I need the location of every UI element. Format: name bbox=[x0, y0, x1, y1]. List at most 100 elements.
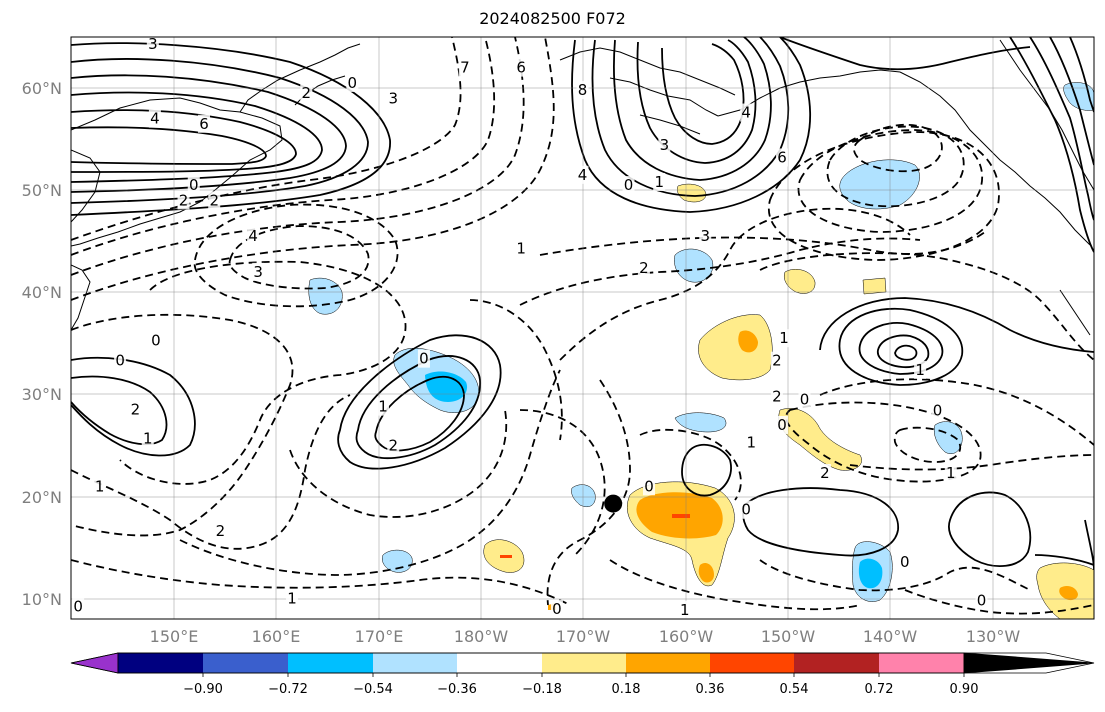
contour-label-bg bbox=[975, 591, 988, 610]
contour-label-bg bbox=[770, 351, 783, 370]
colorbar-segment bbox=[879, 653, 964, 673]
contour-label-bg bbox=[515, 239, 528, 258]
contour-label-bg bbox=[187, 176, 200, 195]
colorbar-segment bbox=[118, 653, 203, 673]
contour-label: 0 bbox=[977, 592, 987, 610]
colorbar-tick-label: 0.72 bbox=[865, 682, 894, 697]
colorbar-tick-label: −0.90 bbox=[183, 682, 223, 697]
contour-label: 1 bbox=[779, 329, 789, 347]
contour-label: 1 bbox=[95, 477, 105, 495]
contour-label: 4 bbox=[741, 104, 751, 122]
lon-label-170w: 170°W bbox=[556, 627, 611, 646]
contour-label: 6 bbox=[516, 59, 526, 77]
contour-label-bg bbox=[247, 227, 260, 246]
contour-label-bg bbox=[208, 191, 221, 210]
contour-label-bg bbox=[149, 331, 162, 350]
contour-label: 3 bbox=[148, 35, 158, 53]
contour-label: 0 bbox=[624, 176, 634, 194]
contour-label-bg bbox=[146, 37, 159, 54]
contour-label: 0 bbox=[348, 74, 358, 92]
contour-label: 0 bbox=[419, 350, 429, 368]
contour-label-bg bbox=[745, 433, 758, 452]
colorbar-extend-low bbox=[70, 652, 119, 674]
lon-label-150e: 150°E bbox=[150, 627, 199, 646]
lon-label-140w: 140°W bbox=[863, 627, 918, 646]
contour-label: 0 bbox=[933, 402, 943, 420]
colorbar-extend-high bbox=[963, 652, 1095, 674]
lat-label-50n: 50°N bbox=[22, 181, 62, 200]
lat-label-40n: 40°N bbox=[22, 283, 62, 302]
contour-label: 1 bbox=[378, 398, 388, 416]
contour-label-bg bbox=[622, 176, 635, 195]
contour-label: 0 bbox=[552, 600, 562, 618]
contour-label: 3 bbox=[388, 89, 398, 107]
contour-label-bg bbox=[740, 500, 753, 519]
contour-label-bg bbox=[642, 477, 655, 496]
contour-label-bg bbox=[778, 329, 791, 348]
contour-label: 2 bbox=[820, 464, 830, 482]
contour-label-bg bbox=[550, 599, 563, 618]
contour-label-bg bbox=[944, 463, 957, 482]
contour-label: 8 bbox=[578, 81, 588, 99]
contour-label-bg bbox=[740, 103, 753, 122]
contour-label-bg bbox=[775, 148, 788, 167]
lat-label-20n: 20°N bbox=[22, 488, 62, 507]
contour-label: 2 bbox=[209, 191, 219, 209]
contour-label: 2 bbox=[179, 191, 189, 209]
colorbar-segment bbox=[794, 653, 879, 673]
contour-label-bg bbox=[458, 58, 471, 77]
contour-label-bg bbox=[678, 600, 691, 619]
colorbar-tick-label: −0.54 bbox=[353, 682, 393, 697]
contour-label: 4 bbox=[578, 166, 588, 184]
colorbar-tick-label: 0.54 bbox=[780, 682, 809, 697]
contour-label: 1 bbox=[915, 361, 925, 379]
contour-label: 1 bbox=[680, 601, 690, 619]
contour-label: 1 bbox=[654, 173, 664, 191]
lon-label-180w: 180°W bbox=[454, 627, 509, 646]
contour-label-bg bbox=[417, 349, 430, 368]
contour-label: 1 bbox=[516, 239, 526, 257]
contour-label-bg bbox=[658, 136, 671, 155]
contour-label: 3 bbox=[700, 227, 710, 245]
contour-label-bg bbox=[148, 109, 161, 128]
contour-label-bg bbox=[300, 84, 313, 103]
lat-label-60n: 60°N bbox=[22, 79, 62, 98]
contour-label: 2 bbox=[772, 387, 782, 405]
longitude-labels: 150°E 160°E 170°E 180°W 170°W 160°W 150°… bbox=[150, 627, 1021, 646]
shading bbox=[308, 82, 1094, 619]
contour-label: 2 bbox=[388, 436, 398, 454]
contour-label-bg bbox=[72, 597, 85, 616]
contour-label: 0 bbox=[189, 176, 199, 194]
contour-label: 0 bbox=[800, 390, 810, 408]
lon-label-160e: 160°E bbox=[252, 627, 301, 646]
latitude-labels: 60°N 50°N 40°N 30°N 20°N 10°N bbox=[22, 79, 62, 609]
contour-label-bg bbox=[931, 401, 944, 420]
contour-label: 0 bbox=[900, 553, 910, 571]
contour-label-bg bbox=[798, 390, 811, 409]
contour-label: 1 bbox=[287, 590, 297, 608]
contour-label-bg bbox=[699, 227, 712, 246]
lat-label-10n: 10°N bbox=[22, 590, 62, 609]
contour-label: 3 bbox=[660, 136, 670, 154]
lon-label-130w: 130°W bbox=[966, 627, 1021, 646]
contour-label-bg bbox=[637, 258, 650, 277]
contour-label: 0 bbox=[741, 501, 751, 519]
contour-label: 2 bbox=[131, 401, 141, 419]
dashed-contours bbox=[71, 37, 1094, 615]
colorbar-segment bbox=[457, 653, 542, 673]
colorbar-segment bbox=[203, 653, 288, 673]
contour-label-bg bbox=[114, 351, 127, 370]
contour-label-bg bbox=[197, 114, 210, 133]
contour-label: 0 bbox=[151, 331, 161, 349]
contour-label-bg bbox=[177, 191, 190, 210]
colorbar-tick-label: 0.18 bbox=[612, 682, 641, 697]
contour-label-bg bbox=[93, 477, 106, 496]
plot-area bbox=[71, 37, 1094, 619]
colorbar-segment bbox=[626, 653, 710, 673]
contour-label: 3 bbox=[253, 263, 263, 281]
colorbar-tick-label: −0.36 bbox=[437, 682, 477, 697]
contour-label: 4 bbox=[150, 110, 160, 128]
contour-label: 1 bbox=[143, 429, 153, 447]
lon-label-160w: 160°W bbox=[659, 627, 714, 646]
